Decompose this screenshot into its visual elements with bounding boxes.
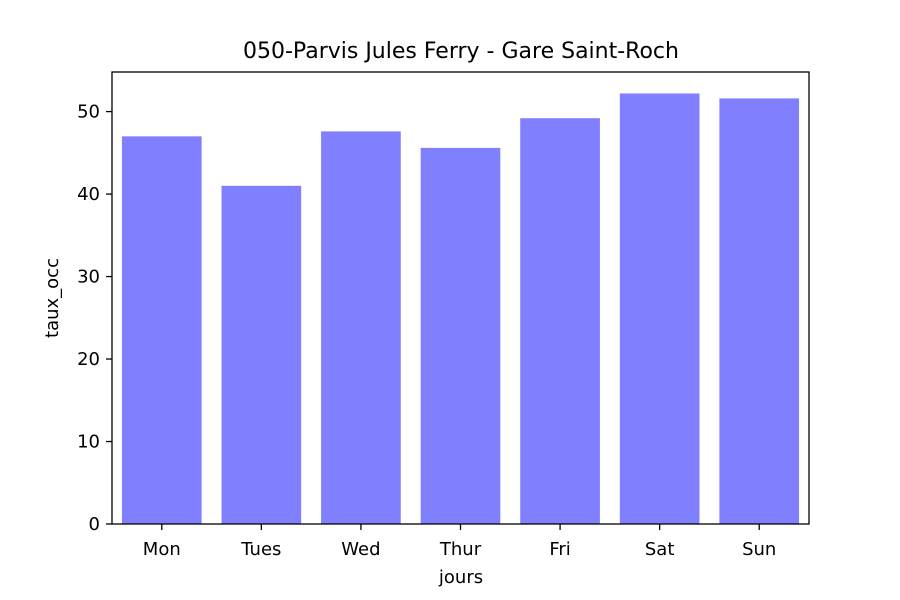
y-tick-label: 40 [77,184,100,205]
x-axis-ticks: Mon Tues Wed Thur Fri Sat Sun [143,524,776,560]
y-axis-ticks: 0 10 20 30 40 50 [77,102,112,535]
bar-sun [719,98,800,524]
x-tick-label: Sat [645,539,675,560]
bars-group [121,93,800,525]
chart-title: 050-Parvis Jules Ferry - Gare Saint-Roch [243,39,679,64]
bar-fri [520,118,600,524]
x-tick-label: Wed [341,539,380,560]
y-tick-label: 20 [77,349,100,370]
x-tick-label: Thur [439,539,482,560]
x-tick-label: Sun [742,539,776,560]
y-tick-label: 0 [89,514,100,535]
x-tick-label: Fri [549,539,570,560]
x-tick-label: Tues [240,539,281,560]
bar-thur [420,147,501,524]
y-tick-label: 30 [77,267,100,288]
bar-tues [221,185,302,524]
bar-sat [619,93,700,525]
bar-wed [321,131,401,525]
plot-frame [111,71,810,525]
x-axis-label: jours [438,567,483,588]
y-axis-label: taux_occ [42,258,63,338]
y-tick-label: 50 [77,102,100,123]
bar-mon [121,136,202,525]
x-tick-label: Mon [143,539,181,560]
y-tick-label: 10 [77,432,100,453]
